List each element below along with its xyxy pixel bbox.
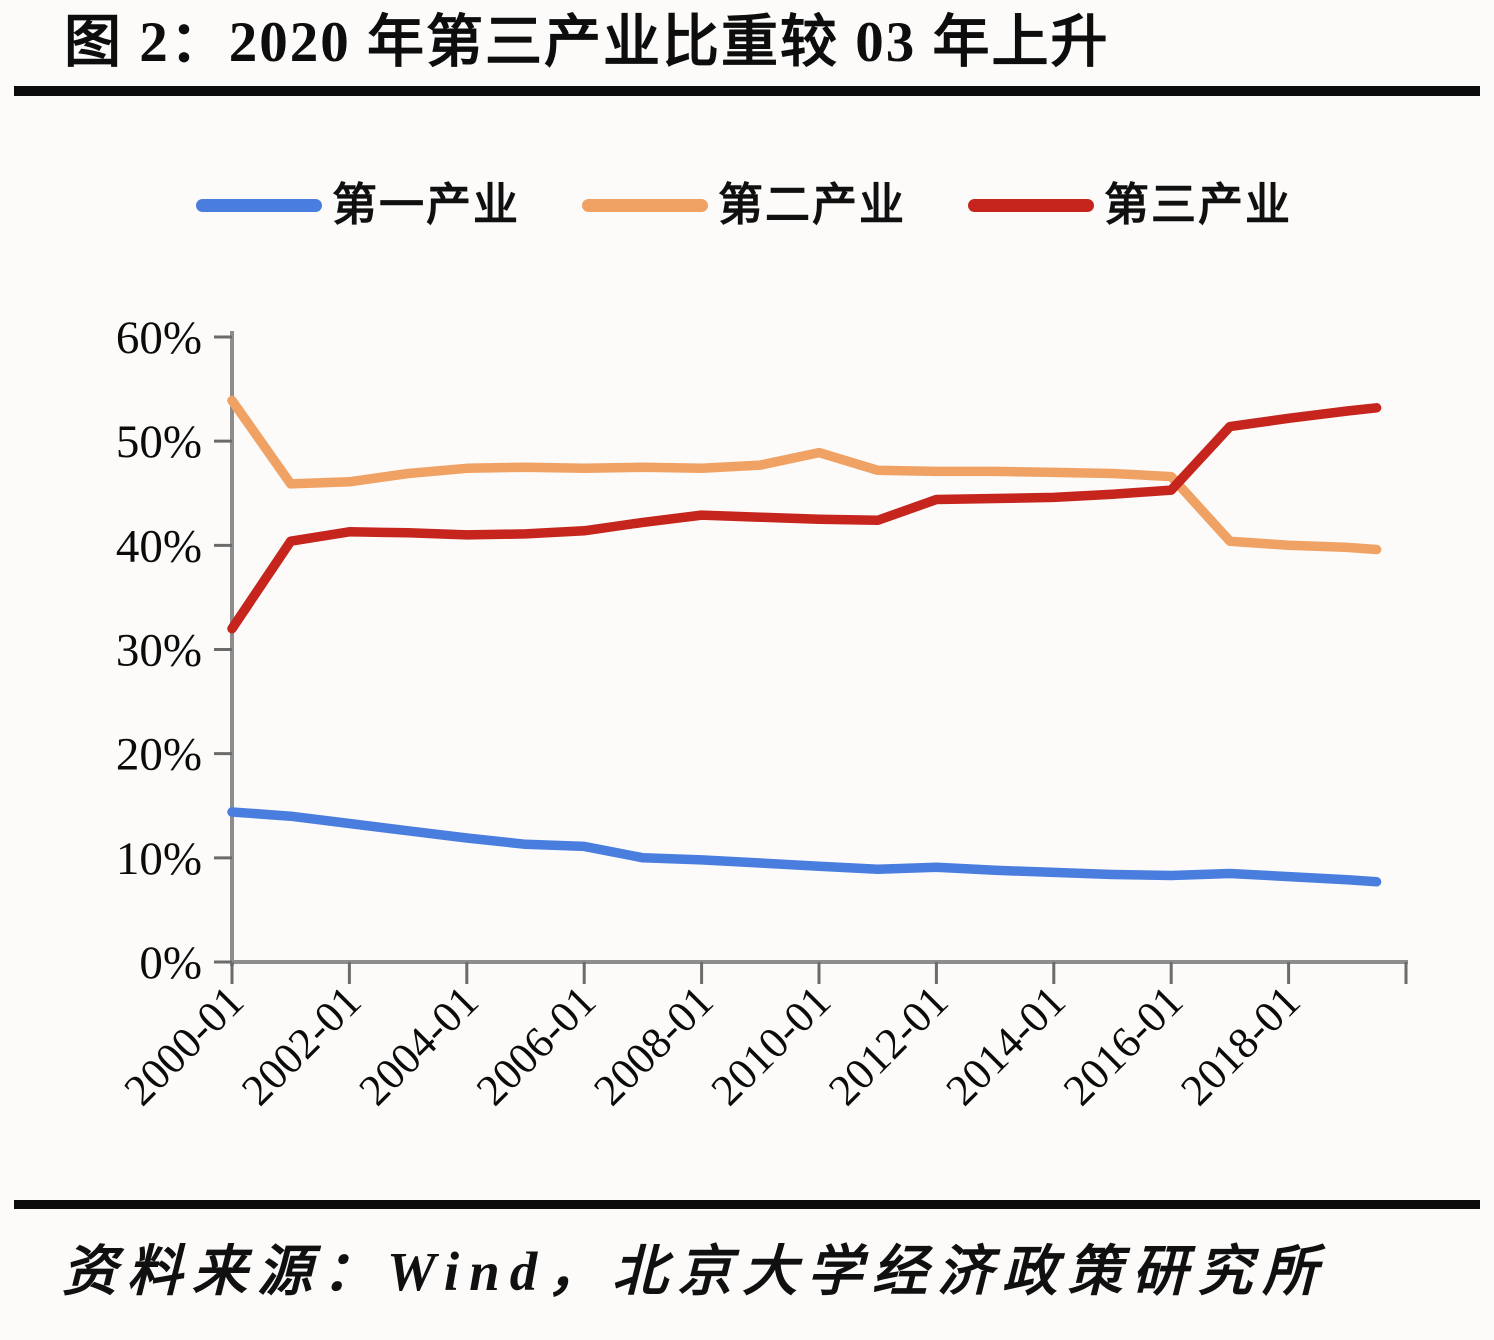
y-tick-label: 50% bbox=[116, 416, 202, 468]
y-tick-label: 10% bbox=[116, 833, 202, 885]
x-tick-label: 2014-01 bbox=[937, 976, 1075, 1114]
x-tick-label: 2004-01 bbox=[350, 976, 488, 1114]
y-tick-label: 40% bbox=[116, 520, 202, 572]
legend-swatch-tertiary-industry bbox=[968, 199, 1095, 212]
y-tick-label: 20% bbox=[116, 729, 202, 781]
x-tick-label: 2006-01 bbox=[467, 976, 605, 1114]
legend-label-secondary-industry: 第二产业 bbox=[718, 180, 907, 230]
y-tick-label: 60% bbox=[116, 312, 202, 364]
legend-item-secondary-industry: 第二产业 bbox=[582, 183, 906, 228]
title-divider-rule bbox=[14, 86, 1480, 96]
x-tick-label: 2002-01 bbox=[232, 976, 370, 1114]
legend-swatch-primary-industry bbox=[196, 199, 322, 212]
source-divider-rule bbox=[14, 1200, 1480, 1209]
x-tick-label: 2010-01 bbox=[702, 976, 840, 1114]
x-tick-label: 2012-01 bbox=[819, 976, 957, 1114]
x-tick-label: 2000-01 bbox=[115, 976, 253, 1114]
legend-item-primary-industry: 第一产业 bbox=[196, 183, 520, 228]
series-line-primary-industry bbox=[227, 807, 1382, 887]
x-tick-label: 2016-01 bbox=[1054, 976, 1192, 1114]
series-line-secondary-industry bbox=[227, 395, 1382, 555]
chart-legend: 第一产业 第二产业 第三产业 bbox=[196, 183, 1292, 228]
y-tick-label: 0% bbox=[139, 937, 202, 989]
y-tick-label: 30% bbox=[116, 625, 202, 677]
x-tick-label: 2018-01 bbox=[1171, 976, 1309, 1114]
legend-swatch-secondary-industry bbox=[582, 199, 709, 212]
x-tick-label: 2008-01 bbox=[584, 976, 722, 1114]
series-line-tertiary-industry bbox=[227, 403, 1382, 634]
figure-title: 图 2：2020 年第三产业比重较 03 年上升 bbox=[64, 11, 1110, 74]
source-note: 资料来源：Wind，北京大学经济政策研究所 bbox=[62, 1241, 1328, 1302]
legend-item-tertiary-industry: 第三产业 bbox=[968, 183, 1292, 228]
legend-label-primary-industry: 第一产业 bbox=[332, 180, 521, 230]
legend-label-tertiary-industry: 第三产业 bbox=[1104, 180, 1293, 230]
